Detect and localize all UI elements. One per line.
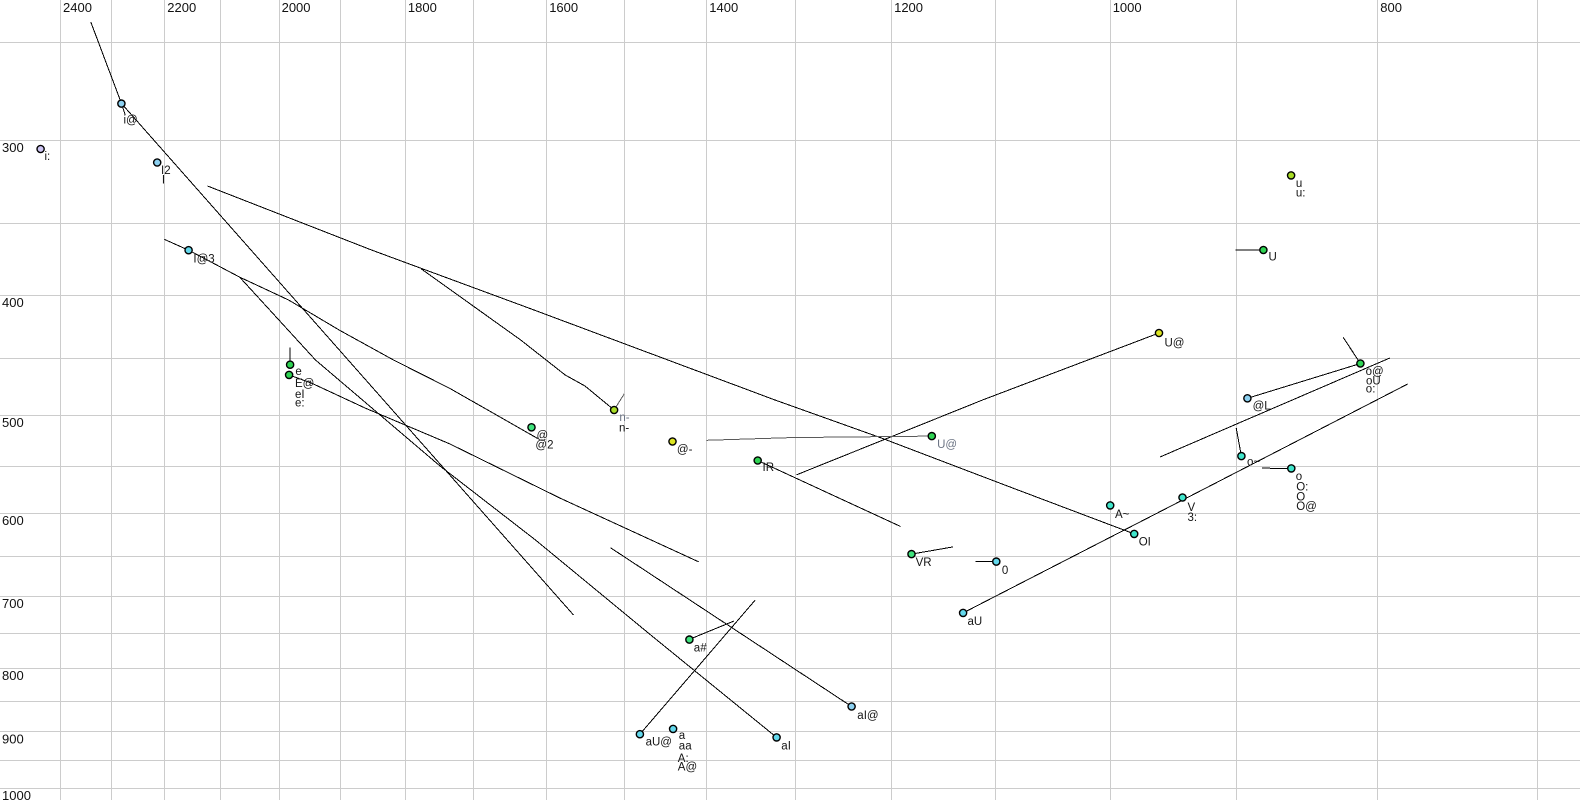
svg-text:O@: O@ <box>1296 501 1317 513</box>
svg-text:O:: O: <box>1296 482 1308 494</box>
svg-text:IR: IR <box>763 462 775 474</box>
svg-text:1200: 1200 <box>894 0 923 15</box>
svg-text:U@: U@ <box>1165 337 1185 349</box>
svg-text:o~: o~ <box>1247 456 1260 468</box>
svg-text:800: 800 <box>1380 0 1402 15</box>
svg-text:500: 500 <box>2 415 24 430</box>
svg-text:I2: I2 <box>161 165 171 177</box>
svg-text:2400: 2400 <box>63 0 92 15</box>
svg-text:e: e <box>295 366 301 378</box>
svg-text:a#: a# <box>694 642 707 654</box>
svg-text:800: 800 <box>2 668 24 683</box>
svg-text:700: 700 <box>2 596 24 611</box>
svg-text:@-: @- <box>677 444 693 456</box>
svg-text:A~: A~ <box>1115 509 1130 521</box>
svg-text:1600: 1600 <box>549 0 578 15</box>
svg-text:U: U <box>1269 251 1277 263</box>
svg-text:o: o <box>1296 471 1302 483</box>
svg-text:u: u <box>1296 178 1302 190</box>
svg-text:300: 300 <box>2 140 24 155</box>
svg-text:@L: @L <box>1253 401 1272 413</box>
svg-text:eI: eI <box>295 389 305 401</box>
svg-text:aI: aI <box>781 741 791 753</box>
svg-text:n-: n- <box>619 412 629 424</box>
svg-text:3:: 3: <box>1188 512 1198 524</box>
svg-text:U@: U@ <box>937 439 957 451</box>
svg-text:V: V <box>1188 502 1196 514</box>
svg-text:OI: OI <box>1139 537 1151 549</box>
svg-text:i:: i: <box>45 151 51 163</box>
svg-text:2200: 2200 <box>167 0 196 15</box>
svg-text:oU: oU <box>1366 376 1381 388</box>
svg-text:e:: e: <box>295 397 305 409</box>
svg-text:I: I <box>162 175 165 187</box>
svg-text:O: O <box>1296 491 1305 503</box>
svg-text:VR: VR <box>916 557 932 569</box>
svg-text:A:: A: <box>678 753 689 765</box>
svg-text:a: a <box>679 730 686 742</box>
svg-text:u:: u: <box>1296 188 1306 200</box>
svg-text:900: 900 <box>2 731 24 746</box>
svg-text:i@: i@ <box>124 114 138 126</box>
svg-text:A@: A@ <box>678 761 697 773</box>
svg-text:aU@: aU@ <box>646 737 672 749</box>
svg-text:1000: 1000 <box>2 788 31 800</box>
svg-text:2000: 2000 <box>282 0 311 15</box>
svg-text:@2: @2 <box>535 440 553 452</box>
svg-text:aU: aU <box>968 616 983 628</box>
svg-text:600: 600 <box>2 513 24 528</box>
svg-text:o@: o@ <box>1366 366 1384 378</box>
svg-text:n-: n- <box>619 423 629 435</box>
svg-text:E@: E@ <box>295 378 314 390</box>
svg-text:I@3: I@3 <box>193 253 214 265</box>
svg-text:o:: o: <box>1366 384 1376 396</box>
svg-text:aa: aa <box>679 740 692 752</box>
svg-text:400: 400 <box>2 295 24 310</box>
svg-text:aI@: aI@ <box>857 710 878 722</box>
svg-text:@: @ <box>537 430 549 442</box>
svg-text:1000: 1000 <box>1113 0 1142 15</box>
svg-text:1800: 1800 <box>408 0 437 15</box>
svg-text:0: 0 <box>1002 565 1008 577</box>
svg-text:1400: 1400 <box>709 0 738 15</box>
